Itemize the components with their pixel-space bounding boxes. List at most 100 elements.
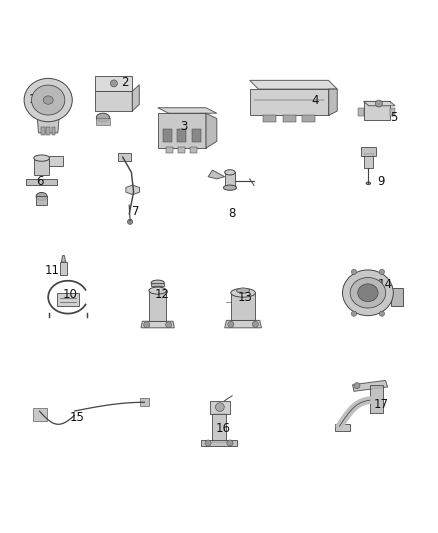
Text: 14: 14 <box>378 278 393 290</box>
Text: 11: 11 <box>45 264 60 277</box>
Polygon shape <box>149 290 166 321</box>
Circle shape <box>379 311 385 316</box>
Circle shape <box>144 322 150 328</box>
Bar <box>41 127 45 135</box>
Polygon shape <box>210 401 230 414</box>
Circle shape <box>227 440 233 446</box>
Polygon shape <box>225 172 235 188</box>
Text: 1: 1 <box>29 93 37 106</box>
Bar <box>192 128 201 142</box>
Bar <box>166 147 173 154</box>
Circle shape <box>215 403 224 411</box>
Polygon shape <box>151 282 164 286</box>
Polygon shape <box>225 320 261 328</box>
Bar <box>178 147 185 154</box>
Polygon shape <box>335 424 350 431</box>
Circle shape <box>110 80 117 87</box>
Circle shape <box>379 269 385 274</box>
Polygon shape <box>34 158 49 175</box>
Circle shape <box>205 440 211 446</box>
Polygon shape <box>250 89 328 115</box>
Bar <box>177 128 186 142</box>
Polygon shape <box>250 80 337 89</box>
Text: 3: 3 <box>180 120 187 133</box>
Circle shape <box>127 219 133 224</box>
Circle shape <box>354 383 360 389</box>
Text: 15: 15 <box>69 411 84 424</box>
Circle shape <box>351 311 357 316</box>
Ellipse shape <box>34 155 49 161</box>
Text: 7: 7 <box>132 205 140 218</box>
Ellipse shape <box>32 85 65 115</box>
Polygon shape <box>353 381 388 391</box>
Polygon shape <box>158 113 206 148</box>
Polygon shape <box>391 288 403 306</box>
Circle shape <box>252 321 258 327</box>
Polygon shape <box>33 408 47 421</box>
Ellipse shape <box>225 169 235 175</box>
Ellipse shape <box>231 288 255 297</box>
Circle shape <box>375 100 382 107</box>
Ellipse shape <box>36 192 47 200</box>
Text: 2: 2 <box>121 76 129 89</box>
Ellipse shape <box>358 284 378 302</box>
Text: 13: 13 <box>238 290 253 304</box>
Polygon shape <box>36 197 47 205</box>
Polygon shape <box>60 262 67 275</box>
Polygon shape <box>37 118 59 133</box>
Ellipse shape <box>151 280 164 285</box>
Bar <box>302 115 315 122</box>
Text: 9: 9 <box>377 175 385 188</box>
Polygon shape <box>95 91 132 111</box>
Polygon shape <box>364 101 395 106</box>
Polygon shape <box>158 108 217 113</box>
Polygon shape <box>126 185 140 195</box>
Polygon shape <box>208 170 225 179</box>
Polygon shape <box>361 147 376 156</box>
Polygon shape <box>96 118 110 125</box>
Text: 6: 6 <box>35 175 43 188</box>
Bar <box>46 127 50 135</box>
Polygon shape <box>201 440 237 446</box>
Polygon shape <box>132 85 139 111</box>
Bar <box>263 115 276 122</box>
Ellipse shape <box>223 185 237 190</box>
Ellipse shape <box>343 270 393 316</box>
Polygon shape <box>61 255 66 262</box>
Text: 17: 17 <box>374 398 389 411</box>
Bar <box>190 147 197 154</box>
Polygon shape <box>57 293 79 306</box>
Bar <box>358 108 364 116</box>
Polygon shape <box>370 385 383 413</box>
Text: 10: 10 <box>63 288 78 302</box>
Ellipse shape <box>350 278 386 308</box>
Polygon shape <box>328 89 337 115</box>
Polygon shape <box>140 398 149 406</box>
Text: 12: 12 <box>155 288 170 302</box>
Ellipse shape <box>96 113 110 122</box>
Bar <box>390 108 395 116</box>
Polygon shape <box>95 76 132 91</box>
Text: 16: 16 <box>216 422 231 435</box>
Bar <box>163 128 172 142</box>
Polygon shape <box>49 156 63 166</box>
Text: 5: 5 <box>391 111 398 124</box>
Ellipse shape <box>366 182 371 184</box>
Polygon shape <box>231 293 255 320</box>
Ellipse shape <box>237 288 250 293</box>
Polygon shape <box>26 179 57 185</box>
Polygon shape <box>364 101 390 120</box>
Polygon shape <box>118 152 131 161</box>
Polygon shape <box>141 321 174 328</box>
Bar <box>52 127 55 135</box>
Ellipse shape <box>43 96 53 104</box>
Polygon shape <box>364 152 373 168</box>
Circle shape <box>228 321 234 327</box>
Circle shape <box>351 269 357 274</box>
Text: 8: 8 <box>229 207 236 221</box>
Text: 4: 4 <box>311 94 319 107</box>
Ellipse shape <box>24 78 72 122</box>
Polygon shape <box>212 413 226 442</box>
Polygon shape <box>206 113 217 148</box>
Ellipse shape <box>149 287 166 294</box>
